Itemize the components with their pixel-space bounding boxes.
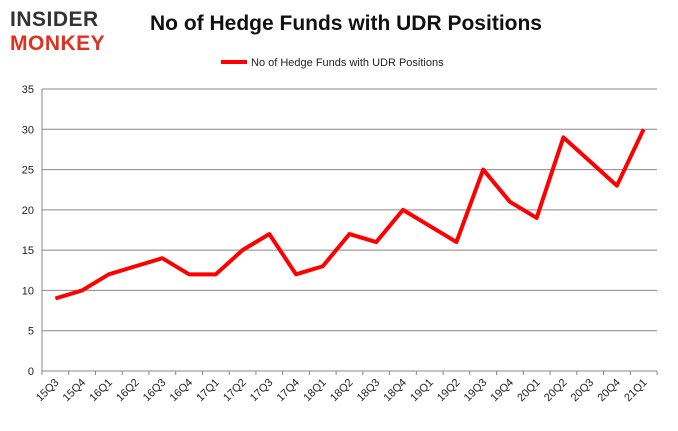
x-tick-label: 15Q4 bbox=[61, 377, 89, 405]
x-tick-label: 17Q1 bbox=[194, 377, 222, 405]
x-tick-label: 19Q3 bbox=[462, 377, 490, 405]
x-tick-label: 20Q1 bbox=[515, 377, 543, 405]
legend-label: No of Hedge Funds with UDR Positions bbox=[251, 57, 444, 69]
x-tick-label: 16Q4 bbox=[168, 377, 196, 405]
x-tick-label: 19Q2 bbox=[435, 377, 463, 405]
x-tick-label: 17Q4 bbox=[275, 377, 303, 405]
y-tick-label: 30 bbox=[22, 124, 34, 136]
logo-line2: MONKEY bbox=[10, 32, 106, 55]
x-tick-label: 17Q3 bbox=[248, 377, 276, 405]
x-tick-label: 15Q3 bbox=[34, 377, 62, 405]
x-tick-label: 18Q1 bbox=[301, 377, 329, 405]
x-tick-label: 16Q3 bbox=[141, 377, 169, 405]
y-tick-label: 15 bbox=[22, 245, 34, 257]
insider-monkey-logo: INSIDER MONKEY bbox=[8, 6, 128, 56]
x-tick-label: 16Q2 bbox=[114, 377, 142, 405]
y-tick-label: 0 bbox=[28, 366, 34, 378]
y-tick-label: 25 bbox=[22, 165, 34, 177]
x-tick-label: 16Q1 bbox=[87, 377, 115, 405]
x-tick-label: 20Q4 bbox=[595, 377, 623, 405]
x-tick-label: 19Q4 bbox=[489, 377, 517, 405]
y-tick-label: 5 bbox=[28, 326, 34, 338]
x-tick-label: 20Q3 bbox=[569, 377, 597, 405]
y-tick-label: 35 bbox=[22, 84, 34, 96]
x-tick-label: 21Q1 bbox=[622, 377, 650, 405]
x-tick-label: 18Q2 bbox=[328, 377, 356, 405]
x-tick-label: 18Q4 bbox=[382, 377, 410, 405]
series-line bbox=[54, 128, 646, 301]
x-tick-label: 20Q2 bbox=[542, 377, 570, 405]
logo-line1: INSIDER bbox=[10, 8, 99, 31]
y-tick-label: 10 bbox=[22, 285, 34, 297]
x-tick-label: 17Q2 bbox=[221, 377, 249, 405]
y-tick-label: 20 bbox=[22, 205, 34, 217]
x-tick-label: 19Q1 bbox=[408, 377, 436, 405]
chart-title: No of Hedge Funds with UDR Positions bbox=[150, 12, 542, 35]
x-tick-label: 18Q3 bbox=[355, 377, 383, 405]
